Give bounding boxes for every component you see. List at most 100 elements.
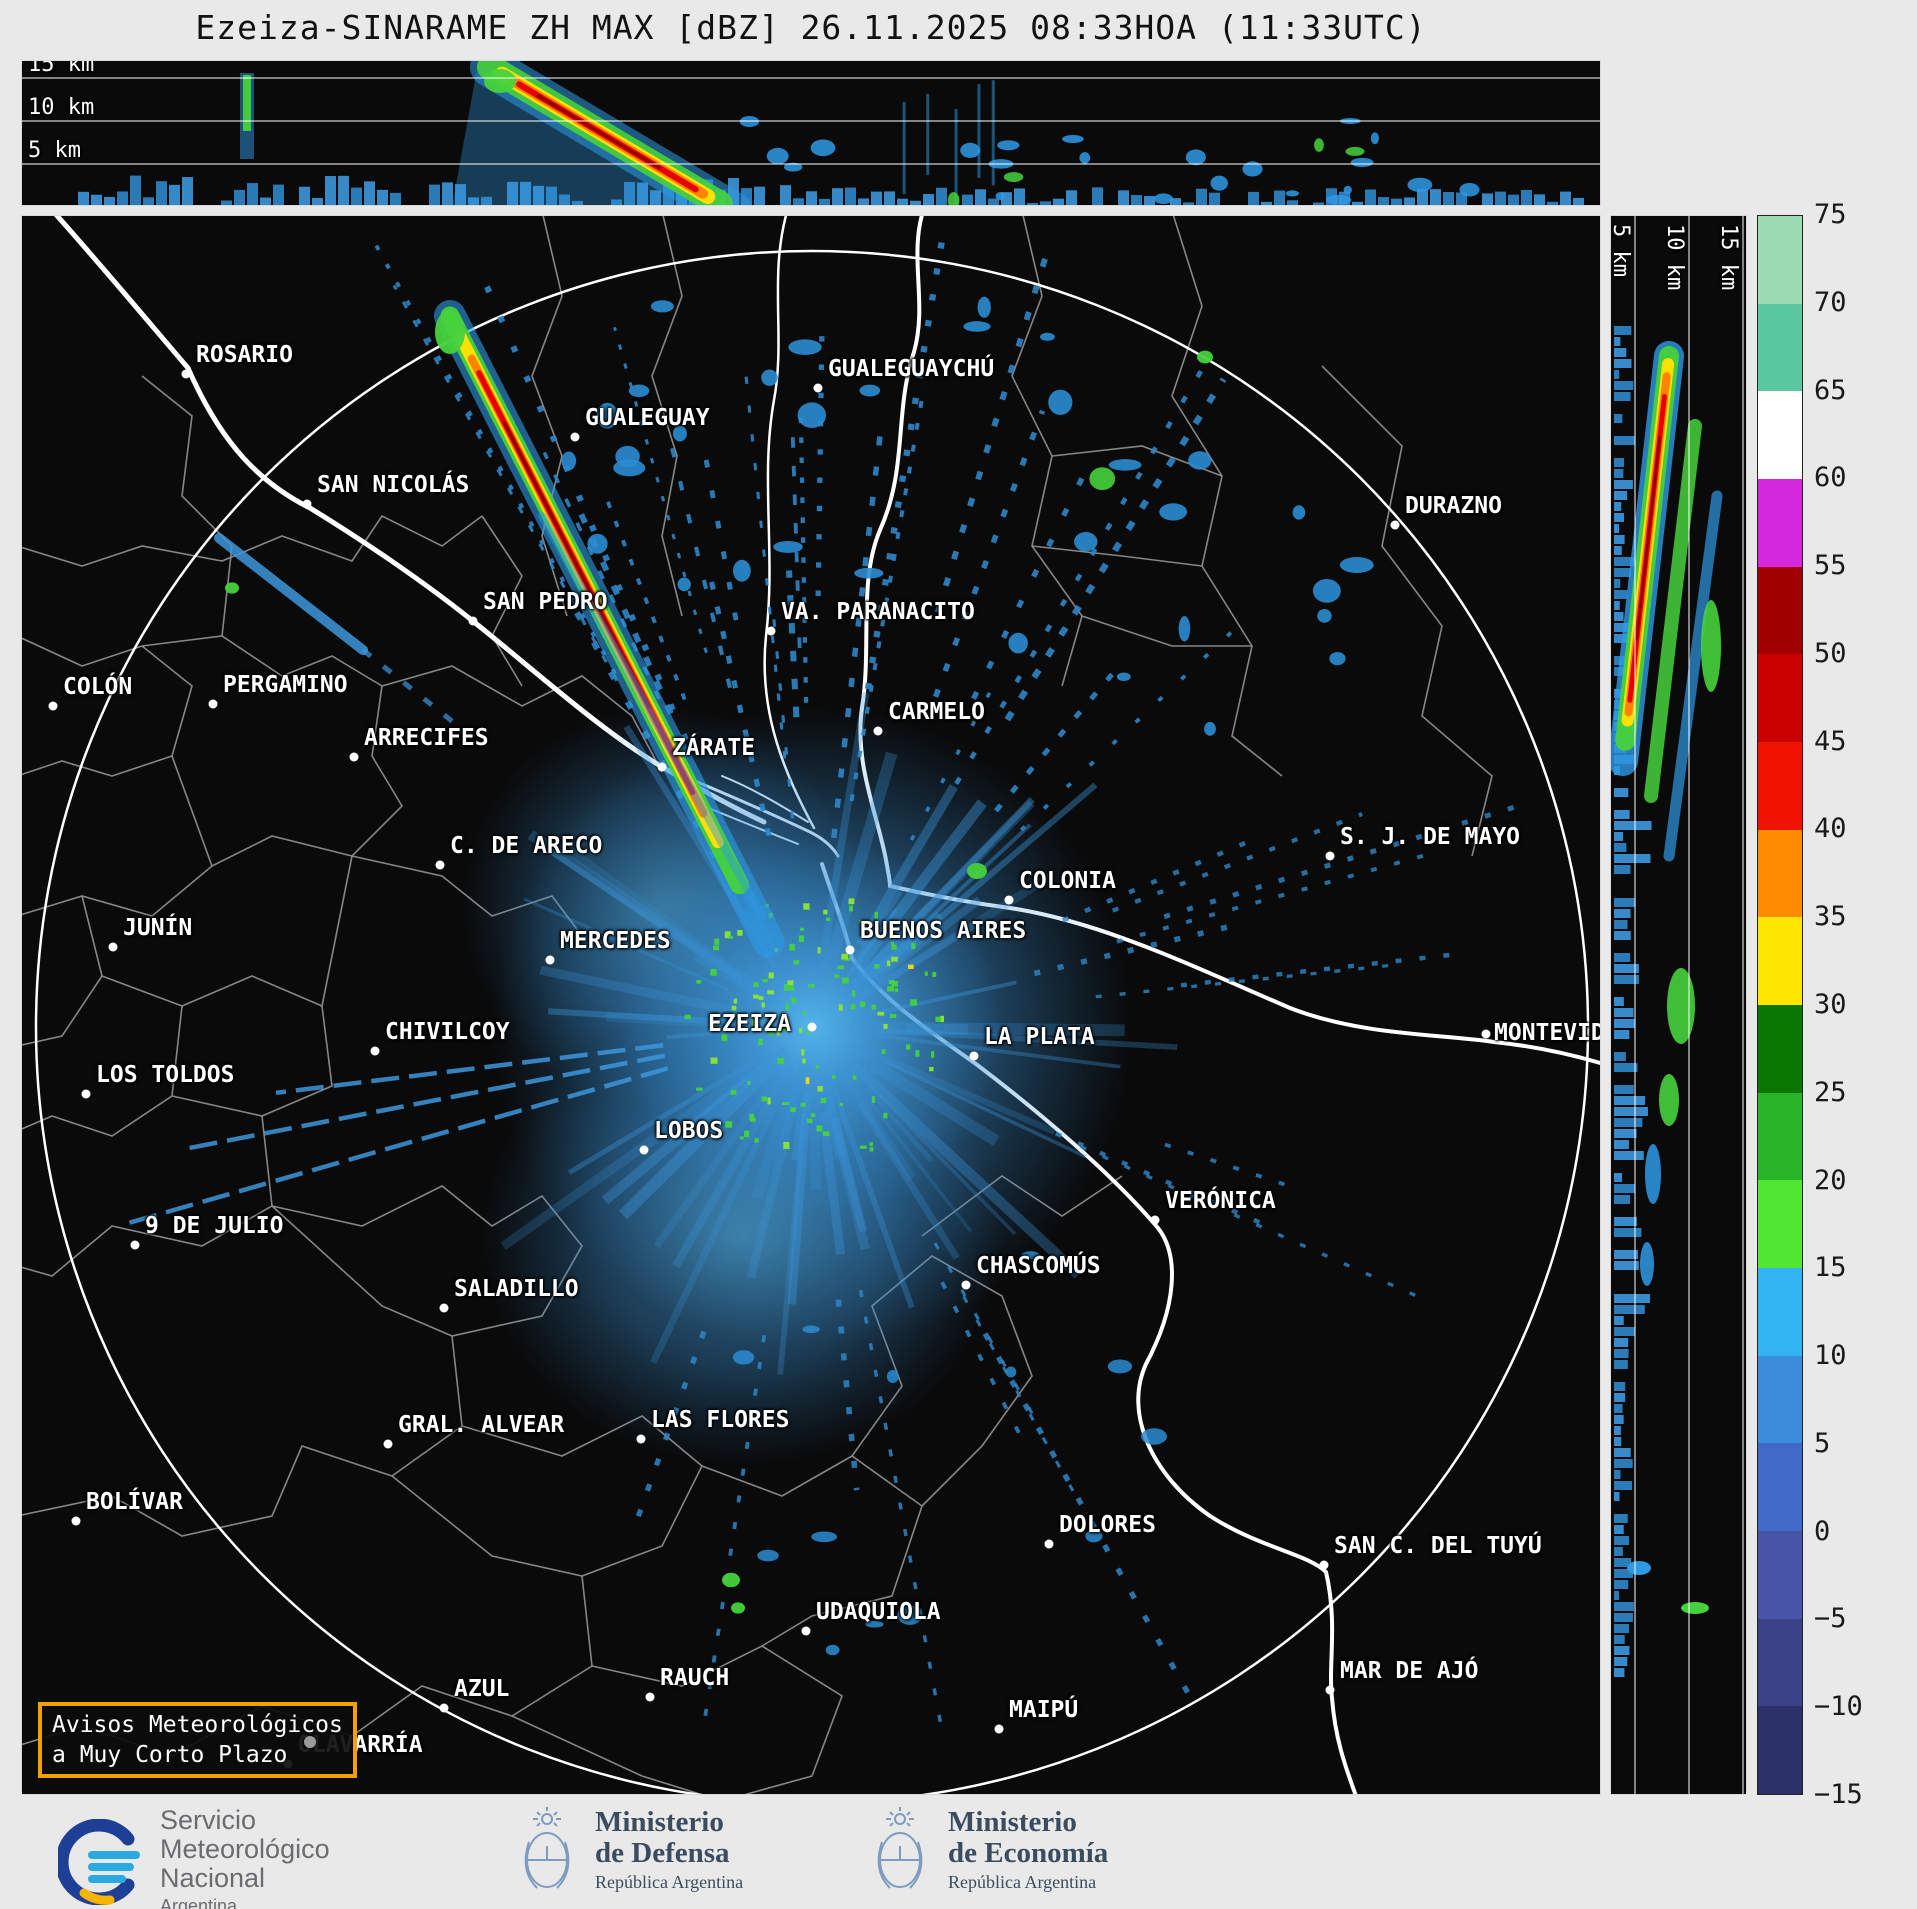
colorbar-segment bbox=[1758, 303, 1802, 392]
radar-echoes bbox=[119, 231, 1520, 1738]
city-dot bbox=[349, 752, 359, 762]
department-boundaries bbox=[22, 216, 1493, 1794]
colorbar-tick: 20 bbox=[1814, 1164, 1847, 1196]
cross-section-right-panel: 5 km 10 km 15 km bbox=[1610, 215, 1747, 1795]
economia-sub: República Argentina bbox=[948, 1872, 1097, 1892]
colorbar-segment bbox=[1758, 1268, 1802, 1356]
colorbar-tick: 60 bbox=[1814, 462, 1847, 494]
city-dot bbox=[766, 626, 776, 636]
city-dot bbox=[636, 1434, 646, 1444]
city-label: ROSARIO bbox=[196, 342, 293, 368]
city-dot bbox=[961, 1280, 971, 1290]
city-dot bbox=[130, 1240, 140, 1250]
city-dot bbox=[1325, 851, 1335, 861]
city-label: BUENOS AIRES bbox=[860, 918, 1027, 944]
city-label: GUALEGUAYCHÚ bbox=[828, 356, 995, 382]
city-label: COLÓN bbox=[63, 674, 133, 700]
height-axis-label: 15 km bbox=[1716, 224, 1741, 291]
city-label: C. DE ARECO bbox=[450, 833, 603, 859]
city-label: EZEIZA bbox=[708, 1011, 792, 1037]
colorbar-segment bbox=[1758, 1180, 1802, 1269]
warning-line2: a Muy Corto Plazo bbox=[52, 1742, 288, 1768]
city-label: SAN NICOLÁS bbox=[317, 472, 470, 498]
economia-logo-block: Ministerio de Economía República Argenti… bbox=[868, 1806, 1108, 1894]
city-dot bbox=[813, 383, 823, 393]
defensa-wordmark: Ministerio de Defensa República Argentin… bbox=[595, 1807, 743, 1893]
city-label: SAN PEDRO bbox=[483, 589, 608, 615]
cross-section-top-canvas bbox=[22, 61, 1600, 205]
city-dot bbox=[435, 860, 445, 870]
colorbar-segment bbox=[1758, 829, 1802, 918]
city-label: LA PLATA bbox=[984, 1024, 1095, 1050]
cross-section-right-canvas bbox=[1611, 216, 1744, 1794]
city-dot bbox=[645, 1692, 655, 1702]
city-label: MONTEVIDEO bbox=[1494, 1020, 1600, 1046]
city-label: SALADILLO bbox=[454, 1276, 579, 1302]
colorbar-tick: −15 bbox=[1814, 1779, 1863, 1810]
colorbar-tick: 0 bbox=[1814, 1515, 1831, 1547]
defensa-line1: Ministerio bbox=[595, 1806, 724, 1838]
smn-logo-block: Servicio Meteorológico Nacional Argentin… bbox=[58, 1806, 330, 1909]
colorbar-tick: 25 bbox=[1814, 1076, 1847, 1108]
colorbar-tick: 45 bbox=[1814, 725, 1847, 757]
city-dot bbox=[639, 1145, 649, 1155]
right-echoes bbox=[1611, 326, 1723, 1677]
radar-map-panel: Avisos Meteorológicos a Muy Corto Plazo … bbox=[21, 215, 1601, 1795]
colorbar-segment bbox=[1758, 917, 1802, 1006]
city-label: MAIPÚ bbox=[1009, 1697, 1079, 1723]
colorbar-segment bbox=[1758, 742, 1802, 830]
city-label: LOS TOLDOS bbox=[96, 1062, 235, 1088]
city-label: CHIVILCOY bbox=[385, 1019, 510, 1045]
city-dot bbox=[1004, 895, 1014, 905]
page-title: Ezeiza-SINARAME ZH MAX [dBZ] 26.11.2025 … bbox=[195, 8, 1427, 47]
colorbar-tick: 30 bbox=[1814, 989, 1847, 1020]
height-axis-label: 5 km bbox=[28, 138, 81, 163]
city-dot bbox=[570, 432, 580, 442]
city-dot bbox=[1150, 1215, 1160, 1225]
height-axis-label: 10 km bbox=[28, 95, 95, 120]
city-dot bbox=[439, 1703, 449, 1713]
smn-line1: Servicio bbox=[160, 1805, 257, 1835]
city-label: UDAQUIOLA bbox=[816, 1599, 941, 1625]
city-label: COLONIA bbox=[1019, 868, 1116, 894]
city-dot bbox=[1044, 1539, 1054, 1549]
height-axis-label: 5 km bbox=[1610, 224, 1633, 277]
colorbar-segment bbox=[1758, 1355, 1802, 1444]
city-dot bbox=[439, 1303, 449, 1313]
city-dot bbox=[873, 726, 883, 736]
smn-wordmark: Servicio Meteorológico Nacional Argentin… bbox=[160, 1806, 330, 1909]
city-dot bbox=[845, 945, 855, 955]
colorbar-tick: −10 bbox=[1814, 1691, 1863, 1723]
smn-line3: Nacional bbox=[160, 1863, 266, 1893]
city-label: MERCEDES bbox=[560, 928, 671, 954]
economia-wordmark: Ministerio de Economía República Argenti… bbox=[948, 1807, 1108, 1893]
city-label: JUNÍN bbox=[123, 915, 193, 941]
city-label: RAUCH bbox=[660, 1665, 730, 1691]
colorbar-tick: 5 bbox=[1814, 1427, 1831, 1459]
city-label: DOLORES bbox=[1059, 1512, 1156, 1538]
colorbar-tick: 15 bbox=[1814, 1252, 1847, 1284]
colorbar-tick: 75 bbox=[1814, 199, 1847, 230]
city-label: ZÁRATE bbox=[672, 735, 756, 761]
city-dot bbox=[208, 699, 218, 709]
smn-country: Argentina bbox=[160, 1896, 238, 1909]
defensa-sub: República Argentina bbox=[595, 1872, 744, 1892]
city-label: DURAZNO bbox=[1405, 493, 1502, 519]
colorbar-segment bbox=[1758, 391, 1802, 480]
defensa-line2: de Defensa bbox=[595, 1837, 730, 1869]
reflectivity-colorbar bbox=[1757, 215, 1803, 1795]
colorbar-tick: 70 bbox=[1814, 286, 1847, 318]
city-label: ARRECIFES bbox=[364, 725, 489, 751]
city-label: GUALEGUAY bbox=[585, 405, 710, 431]
colorbar-segment bbox=[1758, 479, 1802, 567]
city-dot bbox=[994, 1724, 1004, 1734]
colorbar-tick: 65 bbox=[1814, 374, 1847, 406]
city-dot bbox=[1319, 1560, 1329, 1570]
smn-logo-icon bbox=[58, 1818, 140, 1905]
city-label: SAN C. DEL TUYÚ bbox=[1334, 1533, 1542, 1559]
height-axis-label: 10 km bbox=[1662, 224, 1687, 291]
city-label: CARMELO bbox=[888, 699, 985, 725]
city-label: LAS FLORES bbox=[651, 1407, 790, 1433]
height-axis-label: 15 km bbox=[28, 60, 95, 77]
